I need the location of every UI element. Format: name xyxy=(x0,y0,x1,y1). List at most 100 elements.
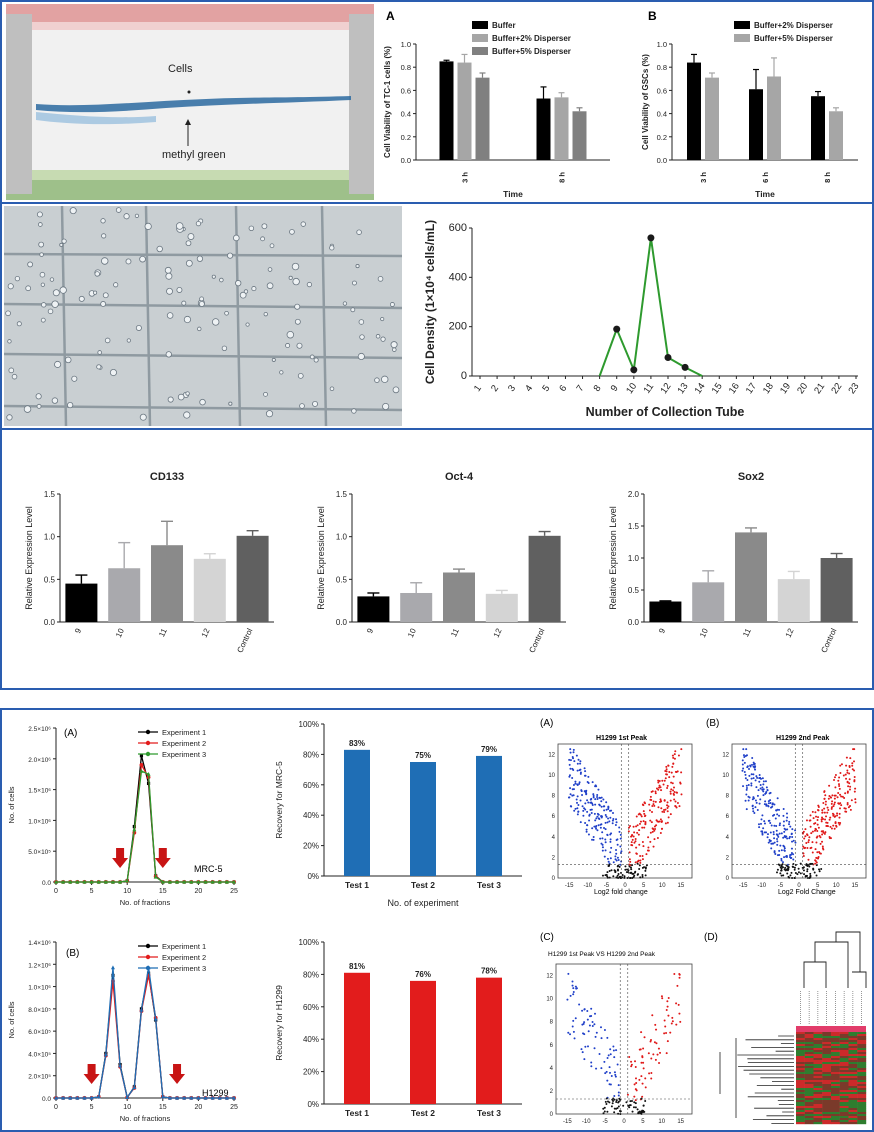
heatmap-cell xyxy=(813,1088,823,1091)
volcano-point xyxy=(661,997,664,1000)
volcano-point xyxy=(574,1017,577,1020)
volcano-point xyxy=(678,973,681,976)
volcano-point xyxy=(846,801,849,804)
volcano-point xyxy=(618,876,621,879)
volcano-point xyxy=(780,832,783,835)
heatmap-dendrogram: (D) xyxy=(700,928,870,1128)
volcano-point xyxy=(619,1110,622,1113)
y-tick-label: 0.2 xyxy=(401,133,411,142)
volcano-point xyxy=(616,856,619,859)
volcano-point xyxy=(618,865,621,868)
volcano-point xyxy=(782,814,785,817)
volcano-point xyxy=(628,851,631,854)
x-tick-label: 6 h xyxy=(761,172,770,183)
volcano-point xyxy=(746,778,749,781)
volcano-point xyxy=(600,1037,603,1040)
marker xyxy=(118,879,123,884)
y-tick-label: 20% xyxy=(303,842,319,851)
heatmap-cell xyxy=(796,1060,805,1063)
volcano-point xyxy=(642,845,645,848)
heatmap-cell xyxy=(822,1046,832,1049)
heatmap-cell xyxy=(796,1118,805,1121)
volcano-point xyxy=(600,805,603,808)
heatmap-cell xyxy=(857,1056,867,1059)
volcano-point xyxy=(838,787,841,790)
heatmap-cell xyxy=(848,1122,858,1125)
volcano-point xyxy=(658,786,661,789)
volcano-point xyxy=(603,809,606,812)
volcano-point xyxy=(809,872,812,875)
heatmap-cell xyxy=(848,1032,858,1035)
x-tick-label: 10 xyxy=(659,883,666,889)
volcano-point xyxy=(569,1033,572,1036)
heatmap-cell xyxy=(813,1102,823,1105)
volcano-point xyxy=(593,1047,596,1050)
bar xyxy=(735,532,767,622)
volcano-point xyxy=(659,818,662,821)
heatmap-cell xyxy=(848,1074,858,1077)
volcano-point xyxy=(847,806,850,809)
volcano-point xyxy=(745,787,748,790)
volcano-1-svg: (A) H1299 1st Peak Log2 fold change -15-… xyxy=(540,718,693,896)
heatmap-cell xyxy=(831,1114,840,1117)
legend-label: Experiment 2 xyxy=(162,953,206,962)
heatmap-cell xyxy=(804,1086,814,1089)
volcano-point xyxy=(581,805,584,808)
cell-dot xyxy=(306,281,313,288)
volcano-point xyxy=(649,795,652,798)
heatmap-cell xyxy=(857,1064,867,1067)
volcano-point xyxy=(781,861,784,864)
heatmap-cell xyxy=(813,1068,823,1071)
heatmap-cell xyxy=(822,1040,832,1043)
cell-dot xyxy=(187,233,195,240)
heatmap-cell xyxy=(804,1114,814,1117)
volcano-point xyxy=(752,777,755,780)
heatmap-cell xyxy=(857,1070,867,1073)
y-tick-label: 80% xyxy=(303,970,319,979)
x-axis-title: Number of Collection Tube xyxy=(586,405,745,419)
volcano-point xyxy=(583,774,586,777)
heatmap-cell xyxy=(804,1032,814,1035)
heatmap-cell xyxy=(822,1034,832,1037)
arrow-icon xyxy=(83,1064,100,1084)
y-tick-label: 5.0×10⁵ xyxy=(28,849,51,856)
volcano-point xyxy=(650,1038,653,1041)
volcano-point xyxy=(764,800,767,803)
heatmap-cell xyxy=(804,1046,814,1049)
heatmap-cell xyxy=(857,1072,867,1075)
x-tick-label: 5 xyxy=(540,383,552,394)
gel-top-band xyxy=(6,4,374,26)
heatmap-cell xyxy=(839,1094,849,1097)
heatmap-cell xyxy=(813,1042,823,1045)
cell-dot xyxy=(279,370,284,375)
x-tick-label: 20 xyxy=(795,381,810,396)
heatmap-cell xyxy=(813,1092,823,1095)
heatmap-cell xyxy=(848,1086,858,1089)
volcano-point xyxy=(814,811,817,814)
volcano-point xyxy=(604,821,607,824)
legend-swatch xyxy=(472,21,488,29)
heatmap-cell xyxy=(822,1080,832,1083)
volcano-point xyxy=(792,858,795,861)
volcano-point xyxy=(601,843,604,846)
volcano-point xyxy=(673,798,676,801)
volcano-point xyxy=(745,793,748,796)
x-tick-label: 10 xyxy=(624,381,639,396)
volcano-point xyxy=(613,1071,616,1074)
cell-dot xyxy=(139,255,146,263)
volcano-point xyxy=(803,873,806,876)
volcano-point xyxy=(823,811,826,814)
volcano-point xyxy=(664,1025,667,1028)
volcano-point xyxy=(581,794,584,797)
volcano-point xyxy=(775,824,778,827)
heatmap-cell xyxy=(839,1116,849,1119)
heatmap-cell xyxy=(796,1040,805,1043)
volcano-point xyxy=(821,816,824,819)
bar xyxy=(811,96,825,160)
volcano-point xyxy=(821,840,824,843)
volcano-point xyxy=(615,852,618,855)
volcano-point xyxy=(669,799,672,802)
heatmap-cell xyxy=(831,1072,840,1075)
volcano-point xyxy=(643,826,646,829)
